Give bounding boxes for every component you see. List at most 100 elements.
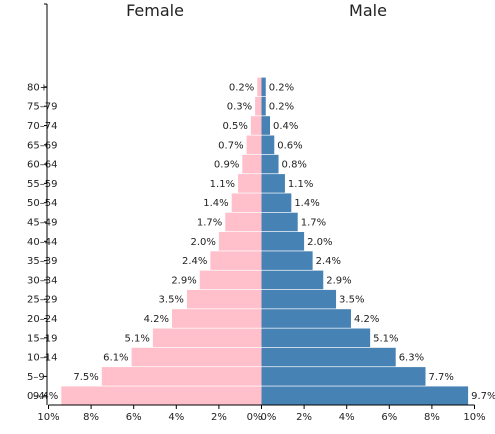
male-bar-16 [261,77,266,97]
male-value-label-13: 0.6% [277,140,302,151]
female-value-label-16: 0.2% [229,82,254,93]
x-tick-label-5: 0% [247,412,263,423]
age-group-label-6: 30–34 [27,275,57,286]
male-value-label-5: 3.5% [339,295,364,306]
female-bar-2 [131,347,262,367]
male-value-label-11: 1.1% [288,179,313,190]
age-group-label-7: 35–39 [27,256,57,267]
female-bar-0 [61,386,262,405]
age-group-label-4: 20–24 [27,314,57,325]
female-value-label-8: 2.0% [190,237,215,248]
female-value-label-5: 3.5% [159,295,184,306]
female-bar-5 [186,289,262,309]
male-bar-9 [261,212,298,232]
female-bar-13 [246,135,262,155]
x-tick-label-11: 10% [463,412,485,423]
male-value-label-9: 1.7% [301,218,326,229]
female-bar-15 [255,96,262,116]
female-title: Female [126,1,184,20]
female-value-label-9: 1.7% [197,218,222,229]
female-value-label-15: 0.3% [227,102,252,113]
x-tick-label-6: 0% [261,412,277,423]
male-bar-5 [261,289,337,309]
male-value-label-10: 1.4% [294,198,319,209]
female-bar-14 [250,116,262,135]
female-bar-4 [172,309,262,328]
female-value-label-14: 0.5% [222,121,247,132]
female-bar-1 [101,367,262,386]
male-value-label-1: 7.7% [429,372,454,383]
female-bar-11 [238,174,262,193]
x-tick-label-1: 8% [83,412,99,423]
x-tick-label-4: 2% [211,412,227,423]
x-tick-label-7: 2% [296,412,312,423]
male-bar-6 [261,270,324,290]
bars-group [61,77,469,405]
male-bar-11 [261,174,285,193]
age-group-label-9: 45–49 [27,218,57,229]
x-tick-label-0: 10% [37,412,59,423]
x-tick-label-2: 6% [126,412,142,423]
female-value-label-6: 2.9% [171,275,196,286]
female-value-label-2: 6.1% [103,353,128,364]
female-value-label-12: 0.9% [214,160,239,171]
male-bar-4 [261,309,351,328]
x-tick-label-10: 8% [424,412,440,423]
female-value-label-13: 0.7% [218,140,243,151]
female-bar-16 [257,77,262,97]
male-bar-13 [261,135,275,155]
male-bar-8 [261,232,305,251]
male-title: Male [349,1,387,20]
female-bar-10 [231,193,262,212]
male-bar-1 [261,367,426,386]
male-value-label-16: 0.2% [269,82,294,93]
age-group-label-14: 70–74 [27,121,57,132]
female-value-label-11: 1.1% [210,179,235,190]
age-group-label-2: 10–14 [27,353,57,364]
female-bar-8 [218,232,262,251]
male-bar-12 [261,154,279,174]
male-value-label-4: 4.2% [354,314,379,325]
female-value-label-4: 4.2% [144,314,169,325]
female-bar-12 [242,154,262,174]
age-group-label-3: 15–19 [27,333,57,344]
female-bar-3 [152,328,262,348]
age-group-label-11: 55–59 [27,179,57,190]
female-value-label-3: 5.1% [124,333,149,344]
male-value-label-12: 0.8% [282,160,307,171]
male-value-label-7: 2.4% [316,256,341,267]
female-value-label-1: 7.5% [73,372,98,383]
age-group-label-13: 65–69 [27,140,57,151]
male-value-label-14: 0.4% [273,121,298,132]
male-value-label-0: 9.7% [471,391,495,402]
female-value-label-10: 1.4% [203,198,228,209]
male-value-label-3: 5.1% [373,333,398,344]
age-group-label-12: 60–64 [27,160,57,171]
x-tick-label-8: 4% [339,412,355,423]
female-value-label-0: 9.4% [33,391,58,402]
male-value-label-15: 0.2% [269,102,294,113]
age-group-label-1: 5–9 [27,372,45,383]
x-tick-label-9: 6% [381,412,397,423]
male-bar-14 [261,116,271,135]
male-bar-2 [261,347,396,367]
male-bar-7 [261,251,313,270]
age-group-label-16: 80+ [27,82,48,93]
age-group-label-5: 25–29 [27,295,57,306]
x-tick-label-3: 4% [168,412,184,423]
male-bar-3 [261,328,371,348]
male-value-label-6: 2.9% [326,275,351,286]
male-bar-0 [261,386,469,405]
age-labels-group: 0–4 5–9 10–14 15–19 20–24 25–29 30–34 35–39 40–4… [27,82,57,402]
age-group-label-15: 75–79 [27,102,57,113]
axes-group: 10% 8% 6% 4% 2% 0%0% 2% 4% 6% 8% 10% [37,3,486,423]
male-bar-15 [261,96,266,116]
female-bar-7 [210,251,262,270]
female-bar-9 [225,212,262,232]
male-value-label-2: 6.3% [399,353,424,364]
age-group-label-8: 40–44 [27,237,57,248]
male-bar-10 [261,193,292,212]
female-value-label-7: 2.4% [182,256,207,267]
female-bar-6 [199,270,262,290]
